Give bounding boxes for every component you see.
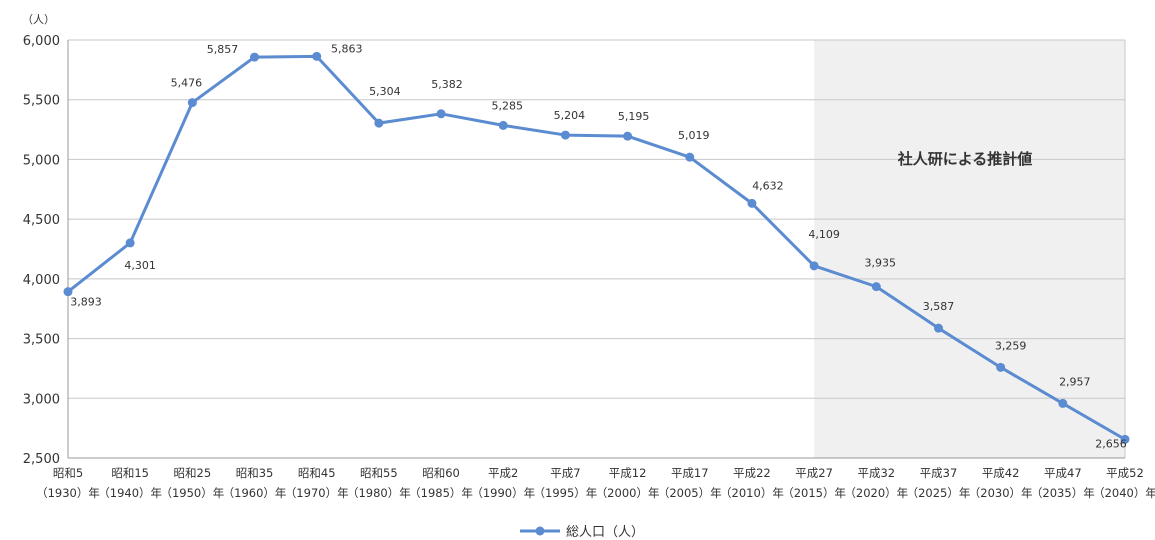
x-tick-label-year: （1960）年: [223, 486, 287, 500]
y-tick-label: 2,500: [23, 452, 60, 467]
x-tick-label-era: 平成27: [795, 466, 833, 480]
data-point: [685, 152, 695, 162]
x-tick-label-era: 平成42: [982, 466, 1020, 480]
data-point: [747, 198, 757, 208]
x-tick-label-era: 平成7: [550, 466, 580, 480]
x-tick-label-year: （2025）年: [907, 486, 971, 500]
y-axis-unit: （人）: [22, 13, 55, 26]
x-tick-label-era: 平成2: [488, 466, 518, 480]
x-tick-label-era: 昭和35: [236, 466, 274, 480]
x-tick-label-era: 平成52: [1106, 466, 1144, 480]
projection-shade: [814, 40, 1125, 458]
x-tick-label-era: 昭和55: [360, 466, 398, 480]
x-tick-label-year: （2005）年: [658, 486, 722, 500]
x-tick-label-era: 昭和45: [298, 466, 336, 480]
x-tick-label-era: 平成17: [671, 466, 709, 480]
legend: 総人口（人）: [520, 525, 644, 540]
x-tick-label-era: 平成12: [609, 466, 647, 480]
data-point: [125, 238, 135, 248]
y-tick-label: 4,000: [23, 273, 60, 288]
x-tick-label-year: （1995）年: [534, 486, 598, 500]
data-point: [1120, 434, 1130, 444]
data-label: 5,195: [618, 110, 650, 123]
data-point: [1058, 398, 1068, 408]
x-tick-label-era: 平成37: [920, 466, 958, 480]
data-label: 4,301: [124, 259, 156, 272]
legend-marker: [535, 526, 545, 536]
x-tick-label-year: （1990）年: [471, 486, 535, 500]
data-label: 2,656: [1095, 437, 1127, 450]
axes: [67, 40, 1125, 459]
data-label: 5,304: [369, 85, 401, 98]
data-point: [933, 323, 943, 333]
data-label: 5,382: [431, 78, 463, 91]
data-label: 3,587: [923, 300, 955, 313]
x-tick-label-era: 平成22: [733, 466, 771, 480]
data-label: 5,863: [331, 42, 363, 55]
data-point: [623, 131, 633, 141]
x-tick-label-era: 平成32: [857, 466, 895, 480]
data-label: 4,109: [808, 228, 840, 241]
x-tick-label-year: （2020）年: [844, 486, 908, 500]
projection-label: 社人研による推計値: [897, 150, 1033, 168]
x-tick-label-year: （1930）年: [36, 486, 100, 500]
x-tick-label-year: （2030）年: [969, 486, 1033, 500]
x-tick-label-era: 昭和60: [422, 466, 460, 480]
data-label: 5,476: [171, 77, 203, 90]
data-label: 4,632: [752, 179, 784, 192]
data-label: 5,285: [491, 99, 523, 112]
x-tick-label-year: （2015）年: [782, 486, 846, 500]
x-tick-label-year: （1980）年: [347, 486, 411, 500]
y-tick-label: 5,500: [23, 94, 60, 109]
x-tick-label-year: （1970）年: [285, 486, 349, 500]
grid-lines: [68, 39, 1126, 458]
data-point: [63, 287, 73, 297]
data-label: 5,857: [207, 43, 239, 56]
data-point: [436, 109, 446, 119]
y-tick-label: 3,500: [23, 333, 60, 348]
data-label: 2,957: [1059, 375, 1091, 388]
x-tick-label-year: （2000）年: [596, 486, 660, 500]
legend-label: 総人口（人）: [566, 525, 644, 540]
x-tick-label-year: （2010）年: [720, 486, 784, 500]
y-axis-ticks: 2,500 3,000 3,500 4,000 4,500 5,000 5,500 6,000: [23, 34, 60, 467]
x-tick-label-year: （1985）年: [409, 486, 473, 500]
y-tick-label: 3,000: [23, 392, 60, 407]
y-tick-label: 6,000: [23, 34, 60, 49]
data-point: [374, 118, 384, 128]
data-point: [187, 98, 197, 108]
data-point: [498, 120, 508, 130]
data-label: 3,259: [995, 339, 1027, 352]
y-tick-label: 5,000: [23, 153, 60, 168]
x-tick-label-year: （2035）年: [1031, 486, 1095, 500]
data-label: 3,935: [865, 257, 897, 270]
series-line: [67, 54, 1126, 441]
x-tick-label-era: 昭和15: [111, 466, 149, 480]
data-point: [809, 261, 819, 271]
x-tick-label-era: 昭和5: [53, 466, 83, 480]
y-tick-label: 4,500: [23, 213, 60, 228]
data-point: [312, 51, 322, 61]
data-label: 5,019: [678, 129, 710, 142]
data-label: 5,204: [554, 109, 586, 122]
data-point: [560, 130, 570, 140]
x-tick-label-year: （1950）年: [160, 486, 224, 500]
x-tick-label-year: （2040）年: [1093, 486, 1155, 500]
x-tick-label-year: （1940）年: [98, 486, 162, 500]
data-point: [996, 362, 1006, 372]
data-point: [871, 282, 881, 292]
series-group: 3,893 4,301 5,476 5,857 5,863 5,304 5,382 5,285…: [63, 42, 1130, 450]
data-point: [250, 52, 260, 62]
data-label: 3,893: [70, 296, 102, 309]
x-tick-label-era: 昭和25: [174, 466, 212, 480]
x-tick-label-era: 平成47: [1044, 466, 1082, 480]
